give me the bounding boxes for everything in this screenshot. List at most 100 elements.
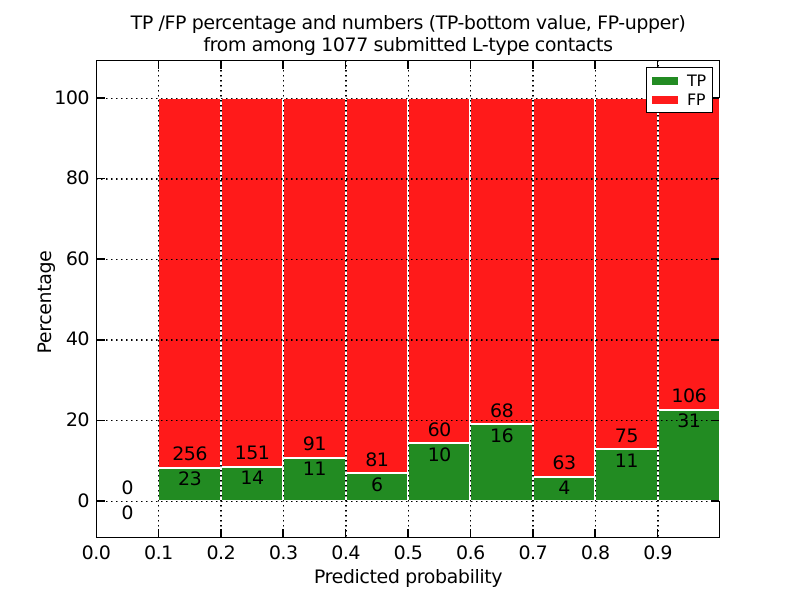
chart-title: TP /FP percentage and numbers (TP-bottom… (96, 12, 720, 56)
tp-count-label: 0 (121, 501, 133, 524)
legend-entry-tp: TP (652, 70, 707, 90)
y-tick-label: 80 (65, 167, 90, 190)
x-tick-mark (594, 529, 596, 537)
x-gridline (469, 60, 472, 538)
y-tick-mark-right (711, 97, 719, 99)
y-tick-mark-right (711, 177, 719, 180)
tp-count-label: 11 (614, 449, 639, 472)
bar-tp-segment (532, 476, 596, 501)
fp-count-label: 68 (490, 399, 514, 422)
bar-tp-segment (283, 457, 346, 501)
y-tick-mark-right (711, 419, 719, 422)
bar-tp-segment (220, 466, 284, 501)
tp-legend-swatch (652, 76, 678, 85)
x-tick-label: 0.9 (643, 542, 672, 564)
y-tick-mark (97, 419, 105, 422)
y-tick-mark (97, 500, 105, 502)
bar-tp-segment (470, 424, 533, 501)
x-tick-label: 0.7 (518, 542, 548, 564)
y-tick-label: 60 (65, 247, 90, 270)
x-gridline (220, 60, 222, 538)
x-tick-label: 0.8 (580, 542, 610, 564)
bar-fp-segment (657, 98, 720, 410)
legend-entry-fp: FP (652, 89, 707, 109)
y-tick-label: 0 (77, 489, 89, 512)
x-tick-label: 0.2 (206, 542, 236, 564)
tp-count-label: 16 (490, 424, 514, 447)
bar-fp-segment (595, 98, 658, 450)
x-tick-label: 0.6 (456, 542, 485, 564)
y-tick-label: 100 (54, 86, 89, 109)
x-tick-label: 0.5 (393, 542, 423, 564)
bar-tp-segment (345, 473, 408, 501)
tp-count-label: 6 (371, 473, 383, 496)
tp-legend-label: TP (687, 70, 706, 90)
x-tick-label: 0.0 (81, 542, 111, 564)
x-tick-mark-top (469, 61, 472, 69)
y-tick-label: 20 (65, 408, 90, 431)
bar-tp-segment (408, 443, 471, 501)
fp-legend-swatch (652, 95, 678, 104)
x-tick-mark (220, 529, 222, 537)
x-tick-mark-top (282, 61, 284, 69)
bar-fp-segment (158, 98, 221, 468)
bar-tp-segment (595, 449, 658, 501)
bar-fp-segment (408, 98, 471, 444)
x-gridline (345, 60, 347, 538)
x-tick-mark-top (656, 61, 659, 69)
legend: TP FP (646, 67, 713, 113)
x-tick-label: 0.3 (268, 542, 298, 564)
bar-tp-segment (657, 409, 720, 501)
chart-title-line2: from among 1077 submitted L-type contact… (203, 34, 613, 56)
fp-count-label: 151 (234, 442, 270, 465)
y-axis-label: Percentage (34, 250, 56, 354)
bar-fp-segment (470, 98, 533, 425)
x-tick-label: 0.4 (331, 542, 360, 564)
x-tick-mark-top (407, 61, 409, 69)
x-tick-mark-top (220, 61, 222, 69)
bar-fp-segment (345, 98, 408, 474)
chart-title-line1: TP /FP percentage and numbers (TP-bottom… (130, 12, 686, 34)
y-tick-mark (97, 339, 105, 341)
fp-legend-label: FP (687, 89, 706, 109)
x-tick-mark-top (344, 61, 347, 69)
bar-fp-segment (283, 98, 346, 458)
tp-count-label: 4 (558, 477, 570, 500)
y-tick-mark-right (711, 500, 719, 502)
y-tick-mark (97, 177, 105, 180)
x-tick-mark (344, 529, 347, 537)
x-gridline (657, 60, 659, 538)
x-tick-mark (532, 529, 534, 537)
y-tick-mark (97, 258, 105, 260)
x-tick-mark (157, 529, 160, 537)
x-gridline (594, 60, 597, 538)
y-tick-mark-right (711, 339, 719, 341)
tp-count-label: 14 (240, 467, 264, 490)
y-tick-mark (97, 97, 105, 99)
fp-count-label: 256 (172, 443, 207, 466)
x-axis-label: Predicted probability (313, 566, 503, 588)
x-tick-mark-top (532, 61, 534, 69)
fp-count-label: 91 (302, 433, 327, 456)
fp-count-label: 106 (671, 385, 707, 408)
bar-tp-segment (158, 467, 221, 501)
x-tick-mark (282, 529, 284, 537)
x-gridline (407, 60, 409, 538)
x-tick-mark-top (157, 61, 160, 69)
tp-count-label: 10 (427, 443, 452, 466)
x-tick-mark (656, 529, 659, 537)
fp-count-label: 75 (614, 424, 639, 447)
y-tick-mark-right (711, 258, 719, 260)
fp-count-label: 60 (427, 418, 452, 441)
fp-count-label: 63 (552, 452, 576, 475)
x-gridline (157, 60, 160, 538)
y-tick-label: 40 (65, 328, 90, 351)
tp-count-label: 31 (677, 410, 701, 433)
x-gridline (282, 60, 285, 538)
fp-count-label: 81 (365, 448, 389, 471)
x-tick-label: 0.1 (144, 542, 173, 564)
tp-count-label: 23 (178, 468, 202, 491)
x-tick-mark (407, 529, 409, 537)
fp-count-label: 0 (121, 476, 133, 499)
